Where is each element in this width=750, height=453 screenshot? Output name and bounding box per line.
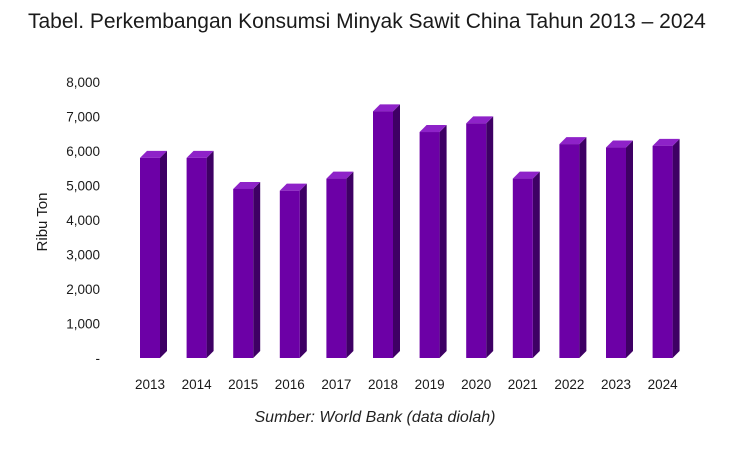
x-tick-label: 2019: [415, 377, 445, 392]
y-tick-label: 6,000: [66, 144, 100, 159]
bar-side: [626, 140, 633, 358]
bar-top: [279, 183, 307, 191]
bar-front: [512, 178, 533, 358]
y-tick-label: 5,000: [66, 179, 100, 194]
x-tick-label: 2015: [228, 377, 258, 392]
x-tick-label: 2024: [648, 377, 679, 392]
x-tick-label: 2014: [182, 377, 213, 392]
bar-top: [326, 171, 354, 179]
x-tick-label: 2018: [368, 377, 398, 392]
y-tick-label: -: [96, 351, 101, 366]
bar: [652, 138, 680, 358]
bar-side: [253, 181, 261, 358]
bar-side: [439, 125, 447, 359]
bar-front: [419, 132, 440, 358]
bar: [326, 171, 354, 358]
x-tick-label: 2021: [508, 377, 538, 392]
bar-side: [346, 171, 354, 358]
x-axis-ticks: 2013 2014 2015 2016 2017 2018 2019 2020 2021 2022…: [135, 377, 678, 392]
bar: [373, 104, 400, 358]
y-tick-label: 8,000: [66, 75, 100, 90]
bar-side: [393, 104, 400, 358]
y-axis-ticks: - 1,000 2,000 3,000 4,000 5,000 6,000 7,000 8,00…: [66, 75, 100, 366]
bar-side: [206, 150, 214, 358]
y-tick-label: 1,000: [66, 317, 100, 332]
bar-top: [140, 150, 167, 158]
bar-top: [559, 137, 587, 145]
bar-series: [140, 104, 680, 359]
bar-side: [579, 137, 587, 358]
bar-top: [373, 104, 400, 112]
bar: [559, 137, 587, 358]
bar-top: [512, 171, 540, 179]
bar-front: [652, 145, 673, 358]
x-tick-label: 2013: [135, 377, 165, 392]
bar-front: [326, 178, 347, 358]
x-tick-label: 2016: [275, 377, 305, 392]
bar-front: [373, 111, 393, 358]
x-tick-label: 2022: [554, 377, 584, 392]
bar-front: [233, 188, 254, 358]
bar-front: [466, 123, 487, 359]
bar-top: [233, 181, 261, 189]
bar-side: [299, 183, 307, 358]
x-tick-label: 2017: [321, 377, 351, 392]
bar: [279, 183, 307, 358]
bar-front: [606, 147, 626, 358]
bar: [466, 116, 494, 359]
y-axis-label: Ribu Ton: [34, 193, 51, 252]
bar-side: [532, 171, 540, 358]
bar-front: [186, 157, 207, 358]
y-tick-label: 2,000: [66, 282, 100, 297]
bar-side: [160, 150, 167, 358]
bar-front: [279, 190, 300, 358]
bar: [186, 150, 214, 358]
bar: [512, 171, 540, 358]
bar: [606, 140, 633, 358]
bar-side: [672, 138, 680, 358]
x-tick-label: 2020: [461, 377, 491, 392]
bar-side: [486, 116, 494, 359]
bar-front: [559, 144, 580, 358]
bar-front: [140, 157, 160, 358]
y-tick-label: 4,000: [66, 213, 100, 228]
x-tick-label: 2023: [601, 377, 631, 392]
chart-title: Tabel. Perkembangan Konsumsi Minyak Sawi…: [28, 10, 706, 33]
bar: [419, 125, 447, 359]
bar-top: [466, 116, 494, 124]
bar: [140, 150, 167, 358]
bar-top: [606, 140, 633, 148]
y-tick-label: 3,000: [66, 248, 100, 263]
bar-top: [186, 150, 214, 158]
bar-top: [652, 138, 680, 146]
bar-top: [419, 125, 447, 133]
y-tick-label: 7,000: [66, 110, 100, 125]
source-note: Sumber: World Bank (data diolah): [254, 409, 496, 426]
bar: [233, 181, 261, 358]
